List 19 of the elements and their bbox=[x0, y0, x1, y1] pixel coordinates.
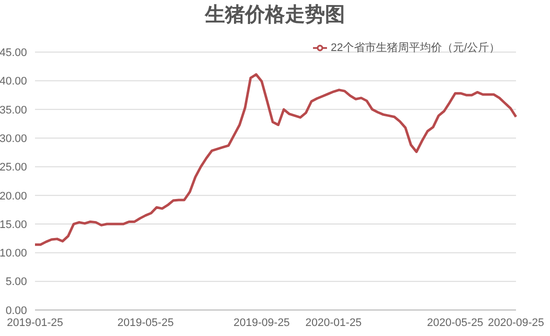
x-tick-label: 2020-01-25 bbox=[305, 316, 362, 329]
line-series bbox=[34, 73, 518, 246]
x-tick-label: 2020-09-25 bbox=[488, 316, 544, 329]
y-tick-label: 20.00 bbox=[0, 190, 27, 202]
x-tick-label: 2019-05-25 bbox=[117, 316, 174, 329]
y-tick-label: 0.00 bbox=[6, 304, 27, 317]
y-tick-label: 5.00 bbox=[6, 276, 27, 288]
y-tick-label: 30.00 bbox=[0, 132, 27, 145]
y-tick-label: 25.00 bbox=[0, 162, 27, 174]
x-tick-label: 2019-01-25 bbox=[6, 316, 64, 329]
y-tick-label: 45.00 bbox=[0, 47, 27, 59]
x-tick-label: 2020-05-25 bbox=[427, 316, 484, 329]
x-tick-label: 2019-09-25 bbox=[234, 316, 290, 329]
y-tick-label: 35.00 bbox=[0, 104, 27, 116]
chart-title: 生猪价格走势图 bbox=[204, 3, 346, 28]
legend-label: 22个省市生猪周平均价（元/公斤） bbox=[330, 42, 500, 54]
y-tick-label: 10.00 bbox=[0, 248, 27, 260]
y-tick-label: 15.00 bbox=[0, 218, 27, 231]
y-tick-label: 40.00 bbox=[0, 76, 27, 88]
